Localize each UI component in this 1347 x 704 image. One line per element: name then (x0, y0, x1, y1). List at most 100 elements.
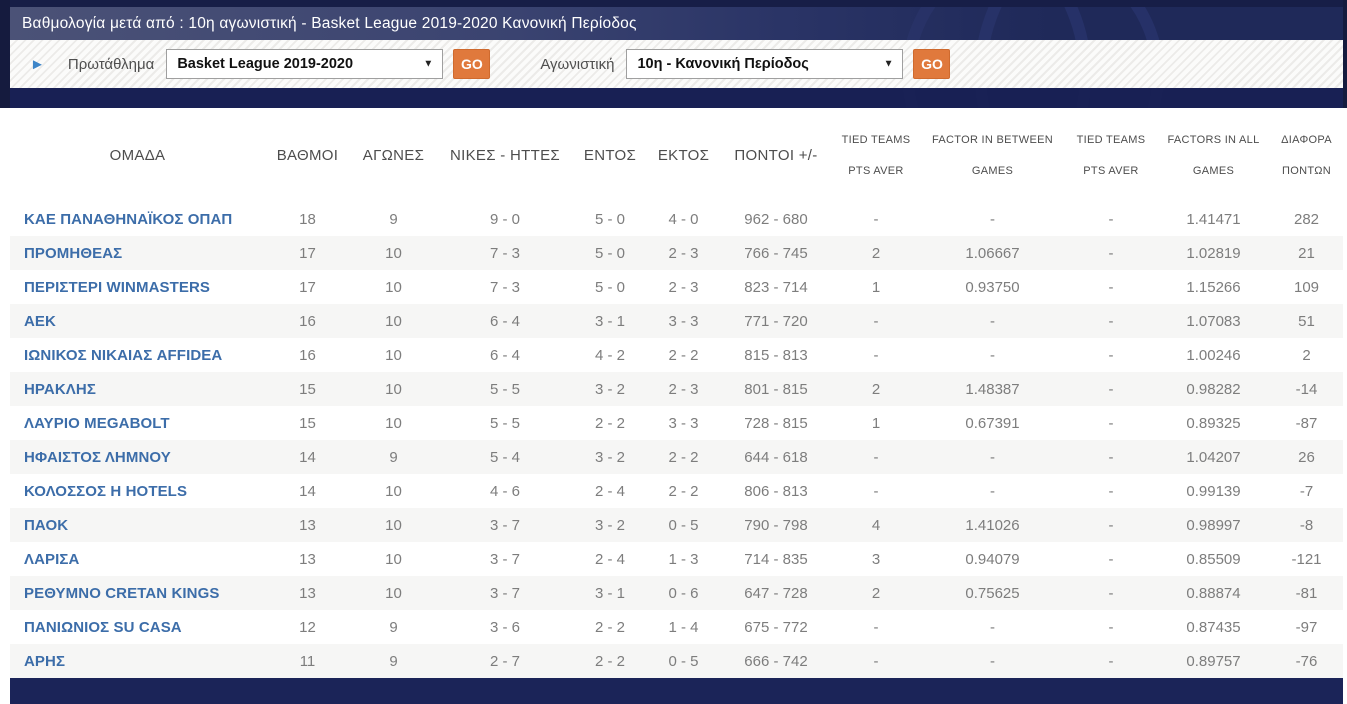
cell-tied2: - (1108, 652, 1114, 670)
table-row: ΛΑΥΡΙΟ MEGABOLT 15 10 5 - 5 2 - 2 3 - 3 728 - … (10, 406, 1343, 440)
column-header-factors-in-all-games: FACTORS IN ALL GAMES (1157, 134, 1270, 177)
team-name-link[interactable]: ΠΡΟΜΗΘΕΑΣ (24, 244, 123, 262)
round-label: Αγωνιστική (540, 55, 615, 73)
cell-points: 14 (299, 448, 316, 466)
cell-tied1: 2 (871, 380, 881, 398)
team-name-link[interactable]: ΠΕΡΙΣΤΕΡΙ WINMASTERS (24, 278, 211, 296)
cell-factor-between: - (990, 618, 995, 636)
cell-games: 10 (385, 584, 402, 602)
cell-tied2: - (1108, 312, 1114, 330)
cell-points: 17 (299, 244, 316, 262)
team-name-link[interactable]: ΚΑΕ ΠΑΝΑΘΗΝΑΪΚΟΣ ΟΠΑΠ (24, 210, 233, 228)
team-name-link[interactable]: ΗΡΑΚΛΗΣ (24, 380, 96, 398)
cell-home: 3 - 2 (594, 448, 625, 466)
play-arrow-icon: ► (30, 55, 45, 73)
cell-tied2: - (1108, 482, 1114, 500)
cell-home: 5 - 0 (594, 244, 625, 262)
cell-score: 823 - 714 (744, 278, 808, 296)
cell-diff: 21 (1298, 244, 1315, 262)
table-row: ΚΑΕ ΠΑΝΑΘΗΝΑΪΚΟΣ ΟΠΑΠ 18 9 9 - 0 5 - 0 4 - 0 9… (10, 202, 1343, 236)
header-line: GAMES (1192, 164, 1235, 177)
cell-tied1: 4 (871, 516, 881, 534)
cell-games: 10 (385, 414, 402, 432)
cell-home: 3 - 1 (594, 312, 625, 330)
header-line: ΠΟΝΤΩΝ (1282, 164, 1331, 177)
column-header-record: ΝΙΚΕΣ - ΗΤΤΕΣ (450, 146, 560, 164)
cell-away: 4 - 0 (668, 210, 699, 228)
cell-diff: -121 (1291, 550, 1322, 568)
cell-record: 7 - 3 (489, 278, 520, 296)
cell-tied2: - (1108, 210, 1114, 228)
cell-tied1: 3 (871, 550, 881, 568)
cell-diff: 2 (1302, 346, 1311, 364)
cell-away: 0 - 5 (668, 652, 699, 670)
cell-factor-between: - (990, 210, 995, 228)
cell-away: 1 - 3 (668, 550, 699, 568)
table-body: ΚΑΕ ΠΑΝΑΘΗΝΑΪΚΟΣ ΟΠΑΠ 18 9 9 - 0 5 - 0 4 - 0 9… (10, 202, 1343, 678)
cell-score: 790 - 798 (744, 516, 808, 534)
cell-tied2: - (1108, 516, 1114, 534)
round-go-button[interactable]: GO (913, 49, 951, 79)
cell-tied1: 2 (871, 584, 881, 602)
cell-tied1: - (873, 618, 879, 636)
team-name-link[interactable]: ΙΩΝΙΚΟΣ ΝΙΚΑΙΑΣ AFFIDEA (24, 346, 223, 364)
league-select[interactable]: Basket League 2019-2020 ▼ (166, 49, 444, 79)
cell-points: 13 (299, 550, 316, 568)
cell-factor-between: 0.67391 (965, 414, 1020, 432)
cell-tied2: - (1108, 414, 1114, 432)
cell-diff: 26 (1298, 448, 1315, 466)
cell-games: 10 (385, 550, 402, 568)
cell-diff: -7 (1299, 482, 1314, 500)
round-select-value: 10η - Κανονική Περίοδος (637, 56, 809, 72)
cell-home: 5 - 0 (594, 210, 625, 228)
cell-factor-between: - (990, 346, 995, 364)
cell-games: 9 (389, 618, 398, 636)
team-name-link[interactable]: ΠΑΟΚ (24, 516, 69, 534)
cell-factor-all: 1.04207 (1186, 448, 1241, 466)
cell-factor-between: 0.93750 (965, 278, 1020, 296)
cell-diff: -8 (1299, 516, 1314, 534)
cell-home: 2 - 4 (594, 482, 625, 500)
cell-factor-all: 1.07083 (1186, 312, 1241, 330)
top-edge-strip (10, 0, 1343, 7)
table-row: ΙΩΝΙΚΟΣ ΝΙΚΑΙΑΣ AFFIDEA 16 10 6 - 4 4 - 2 2 -… (10, 338, 1343, 372)
cell-record: 3 - 6 (489, 618, 520, 636)
cell-record: 5 - 4 (489, 448, 520, 466)
cell-record: 5 - 5 (489, 414, 520, 432)
round-select[interactable]: 10η - Κανονική Περίοδος ▼ (626, 49, 904, 79)
cell-home: 3 - 2 (594, 516, 625, 534)
team-name-link[interactable]: ΑΡΗΣ (24, 652, 66, 670)
cell-factor-between: - (990, 482, 995, 500)
table-row: ΠΑΝΙΩΝΙΟΣ SU CASA 12 9 3 - 6 2 - 2 1 - 4 675 -… (10, 610, 1343, 644)
league-go-button[interactable]: GO (453, 49, 491, 79)
cell-tied2: - (1108, 278, 1114, 296)
cell-points: 16 (299, 312, 316, 330)
cell-tied2: - (1108, 346, 1114, 364)
team-name-link[interactable]: ΗΦΑΙΣΤΟΣ ΛΗΜΝΟΥ (24, 448, 171, 466)
team-name-link[interactable]: ΡΕΘΥΜΝΟ CRETAN KINGS (24, 584, 220, 602)
cell-games: 10 (385, 482, 402, 500)
cell-factor-all: 0.85509 (1186, 550, 1241, 568)
header-line: GAMES (971, 164, 1014, 177)
cell-record: 5 - 5 (489, 380, 520, 398)
team-name-link[interactable]: ΛΑΥΡΙΟ MEGABOLT (24, 414, 170, 432)
cell-score: 728 - 815 (744, 414, 808, 432)
team-name-link[interactable]: ΑΕΚ (24, 312, 56, 330)
table-row: ΠΑΟΚ 13 10 3 - 7 3 - 2 0 - 5 790 - 798 4 1.41026… (10, 508, 1343, 542)
team-name-link[interactable]: ΛΑΡΙΣΑ (24, 550, 80, 568)
cell-score: 815 - 813 (744, 346, 808, 364)
team-name-link[interactable]: ΚΟΛΟΣΣΟΣ Η HOTELS (24, 482, 188, 500)
header-line: PTS AVER (1083, 164, 1139, 177)
column-header-home: ΕΝΤΟΣ (583, 146, 637, 164)
cell-record: 4 - 6 (489, 482, 520, 500)
cell-factor-all: 1.00246 (1186, 346, 1241, 364)
cell-record: 6 - 4 (489, 346, 520, 364)
table-row: ΚΟΛΟΣΣΟΣ Η HOTELS 14 10 4 - 6 2 - 4 2 - 2 806 … (10, 474, 1343, 508)
cell-tied2: - (1108, 448, 1114, 466)
team-name-link[interactable]: ΠΑΝΙΩΝΙΟΣ SU CASA (24, 618, 182, 636)
cell-diff: 109 (1293, 278, 1320, 296)
table-row: ΑΡΗΣ 11 9 2 - 7 2 - 2 0 - 5 666 - 742 - - - 0.8975… (10, 644, 1343, 678)
cell-home: 2 - 4 (594, 550, 625, 568)
column-header-tied-teams-pts-aver-2: TIED TEAMS PTS AVER (1065, 134, 1157, 177)
